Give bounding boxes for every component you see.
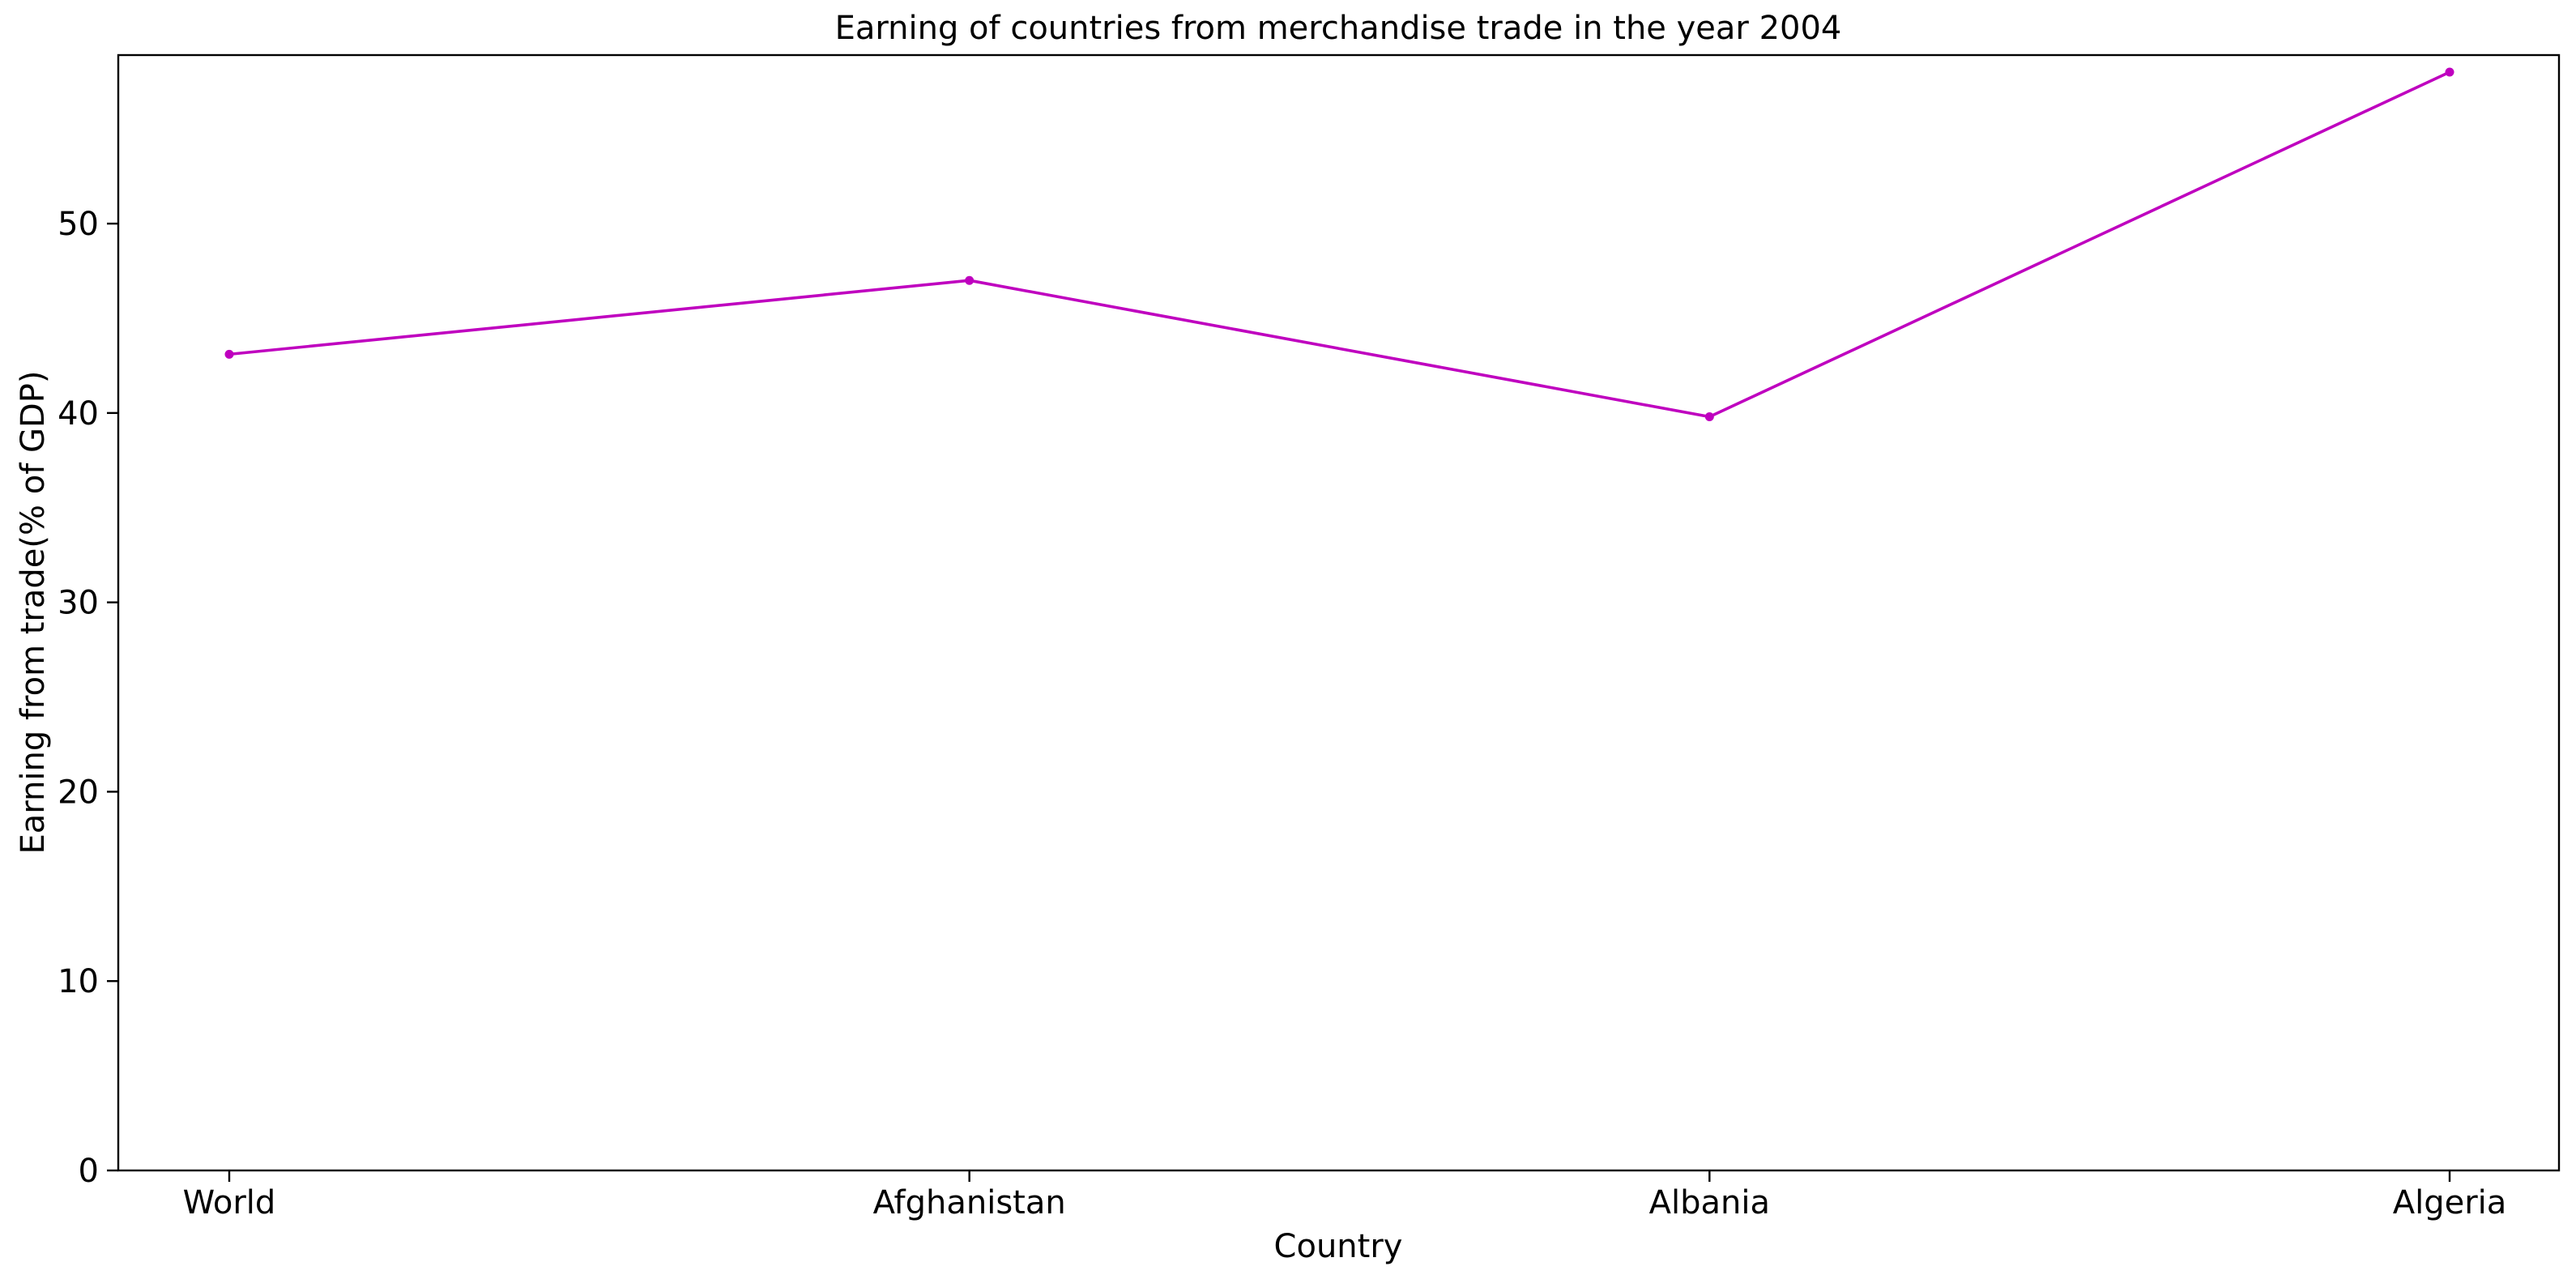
data-point <box>1704 412 1714 422</box>
y-tick-label: 10 <box>58 963 99 1000</box>
series-line <box>228 70 2450 419</box>
y-tick-label: 50 <box>58 206 99 243</box>
x-axis-ticks: World Afghanistan Albania Algeria <box>183 1170 2507 1221</box>
y-tick-label: 30 <box>58 585 99 622</box>
plot-frame <box>117 53 2561 1172</box>
y-axis-label: Earning from trade(% of GDP) <box>15 370 52 854</box>
x-tick-label: Algeria <box>2393 1184 2507 1221</box>
plot-series <box>224 67 2454 422</box>
x-axis-label: Country <box>1274 1228 1403 1265</box>
x-tick-label: World <box>183 1184 276 1221</box>
data-point <box>2445 67 2454 77</box>
data-point <box>965 275 975 285</box>
y-axis-ticks: 0 10 20 30 40 50 <box>58 206 118 1190</box>
y-tick-label: 20 <box>58 774 99 811</box>
y-tick-label: 0 <box>79 1153 99 1190</box>
chart-title: Earning of countries from merchandise tr… <box>835 10 1842 47</box>
x-tick-label: Albania <box>1649 1184 1770 1221</box>
y-tick-label: 40 <box>58 395 99 433</box>
data-point <box>224 349 234 359</box>
x-tick-label: Afghanistan <box>873 1184 1066 1221</box>
